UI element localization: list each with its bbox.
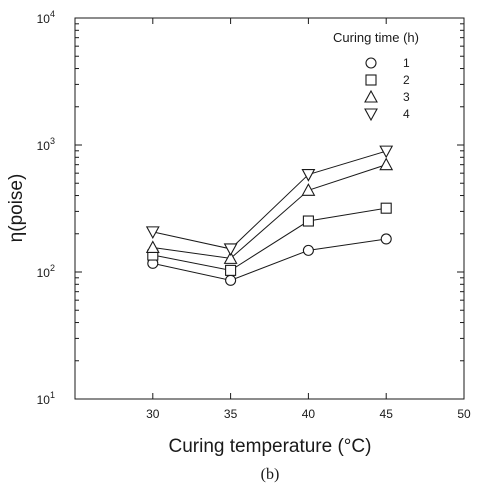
data-point-series-3: [301, 183, 316, 196]
figure-caption: (b): [261, 466, 280, 483]
plot-frame: [74, 17, 465, 400]
y-tick-exponent: 4: [50, 9, 55, 19]
x-tick-label: 35: [224, 407, 238, 421]
legend-marker-1: [365, 57, 377, 69]
legend-label-4: 4: [403, 107, 410, 121]
series-markers: [145, 145, 394, 286]
x-tick-label: 50: [457, 407, 471, 421]
series-line-3: [152, 164, 387, 259]
series-line-4: [152, 150, 387, 250]
legend: Curing time (h) 1 2 3 4: [333, 30, 419, 122]
data-point-series-1: [380, 233, 392, 245]
legend-marker-3: [364, 89, 378, 103]
legend-label-3: 3: [403, 90, 410, 104]
data-point-series-2: [302, 215, 314, 227]
y-tick-base: 10: [37, 266, 51, 280]
y-tick-exponent: 2: [50, 263, 55, 273]
series-line-1: [152, 238, 387, 281]
legend-marker-2: [365, 74, 377, 86]
data-point-series-1: [302, 244, 314, 256]
data-point-series-4: [379, 145, 394, 159]
x-tick-label: 45: [380, 407, 394, 421]
series-line-2: [152, 207, 387, 271]
data-point-series-3: [223, 251, 238, 264]
y-tick-base: 10: [37, 139, 51, 153]
data-point-series-3: [379, 157, 394, 171]
y-tick-base: 10: [37, 12, 51, 26]
x-tick-label: 30: [146, 407, 160, 421]
y-tick-label: 101: [37, 390, 55, 407]
data-point-series-4: [223, 243, 238, 257]
legend-marker-4: [364, 108, 378, 122]
y-axis-label: η(poise): [6, 174, 27, 243]
data-point-series-4: [145, 226, 160, 240]
y-tick-exponent: 1: [50, 390, 55, 400]
x-tick-label: 40: [302, 407, 316, 421]
legend-label-2: 2: [403, 73, 410, 87]
legend-title: Curing time (h): [333, 30, 419, 45]
data-point-series-2: [380, 202, 392, 214]
series-lines: [152, 150, 387, 281]
data-point-series-3: [145, 240, 160, 254]
legend-label-1: 1: [403, 56, 410, 70]
data-point-series-4: [301, 169, 316, 182]
data-point-series-2: [225, 264, 237, 276]
data-point-series-1: [225, 274, 237, 286]
x-axis-label: Curing temperature (°C): [169, 436, 372, 457]
y-tick-label: 104: [37, 9, 55, 26]
y-tick-exponent: 3: [50, 136, 55, 146]
y-tick-base: 10: [37, 393, 51, 407]
y-tick-label: 103: [37, 136, 55, 153]
y-tick-label: 102: [37, 263, 55, 280]
